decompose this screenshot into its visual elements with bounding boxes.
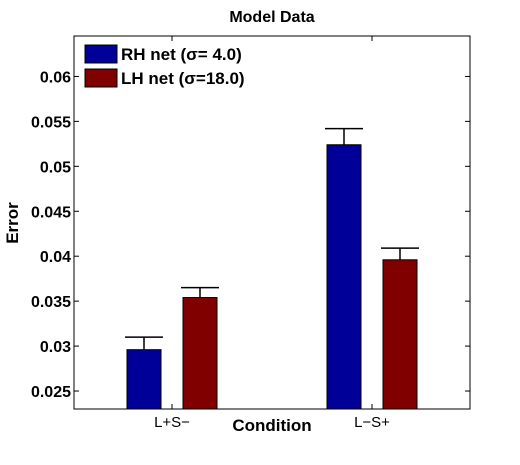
x-tick-label: L+S−: [154, 414, 190, 431]
plot-frame: [73, 35, 471, 410]
legend-entry-label: LH net (σ=18.0): [121, 69, 245, 88]
y-tick-label: 0.05: [40, 159, 71, 176]
y-tick-label: 0.025: [31, 384, 71, 401]
bar: [126, 349, 162, 410]
y-tick-label: 0.04: [40, 249, 71, 266]
chart-title: Model Data: [229, 9, 314, 26]
y-tick-label: 0.055: [31, 114, 71, 131]
legend: RH net (σ= 4.0) LH net (σ=18.0): [84, 44, 245, 88]
x-tick-label: L−S+: [354, 414, 390, 431]
bar: [326, 144, 362, 410]
y-tick-label: 0.03: [40, 339, 71, 356]
legend-swatch: [84, 44, 118, 64]
x-axis-label: Condition: [232, 416, 311, 435]
legend-entry-label: RH net (σ= 4.0): [121, 45, 242, 64]
plot-area: 0.025 0.03 0.035 0.04 0.045 0.05 0.055 0.06 L+S−…: [31, 35, 471, 431]
y-tick-label: 0.06: [40, 69, 71, 86]
bar: [182, 297, 218, 410]
y-axis-label: Error: [3, 202, 22, 244]
bar: [382, 259, 418, 410]
legend-swatch: [84, 68, 118, 88]
y-tick-label: 0.045: [31, 204, 71, 221]
y-tick-label: 0.035: [31, 294, 71, 311]
